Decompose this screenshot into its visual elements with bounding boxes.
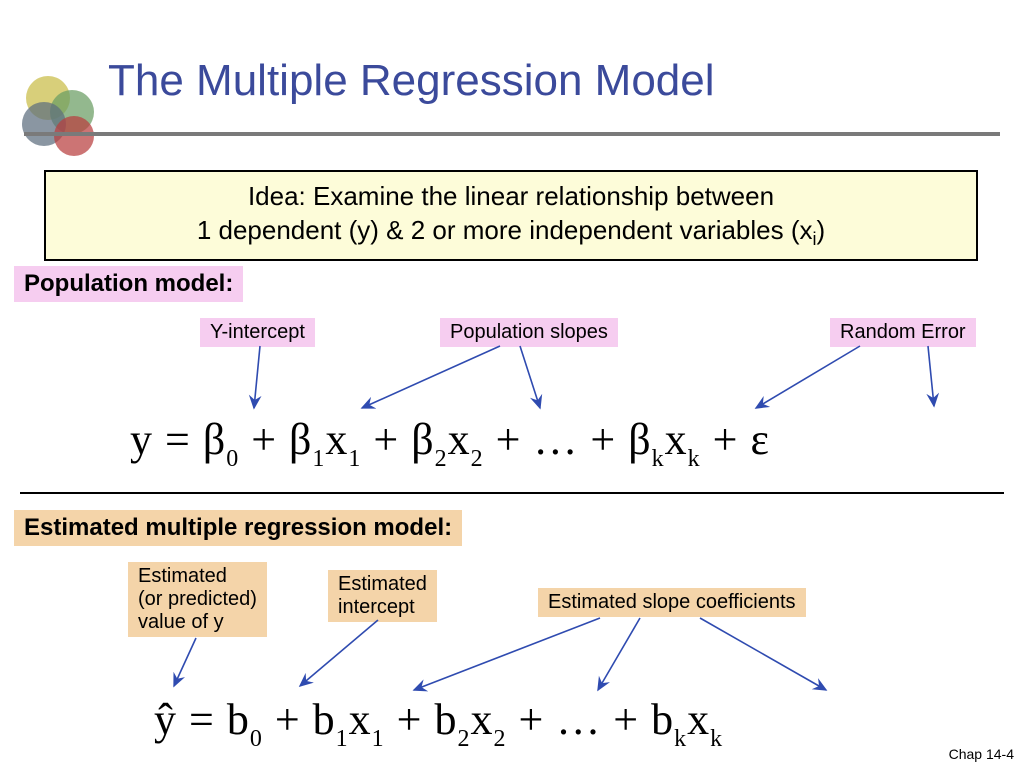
idea-line2: 1 dependent (y) & 2 or more independent … <box>58 214 964 252</box>
population-equation: y = β0 + β1x1 + β2x2 + … + βkxk + ε <box>130 414 770 471</box>
idea-box: Idea: Examine the linear relationship be… <box>44 170 978 261</box>
pop-eq-xk: x <box>665 415 688 464</box>
est-eq-x2: x <box>470 695 493 744</box>
tag-population-slopes: Population slopes <box>440 318 618 347</box>
est-eq-dots: + … + b <box>506 695 674 744</box>
logo-circles <box>20 80 110 160</box>
tag-yhat-l2: (or predicted) <box>138 588 257 610</box>
pop-eq-p2: + β <box>361 415 434 464</box>
tag-y-intercept: Y-intercept <box>200 318 315 347</box>
est-eq-xs1: 1 <box>372 726 385 752</box>
slide-title: The Multiple Regression Model <box>108 56 715 106</box>
pop-eq-s1: 1 <box>312 446 325 472</box>
title-underline <box>24 132 1000 136</box>
tag-random-error: Random Error <box>830 318 976 347</box>
idea-line1: Idea: Examine the linear relationship be… <box>58 180 964 214</box>
tag-estimated-slopes: Estimated slope coefficients <box>538 588 806 617</box>
tag-int-l1: Estimated <box>338 573 427 595</box>
pop-eq-xsk: k <box>688 446 701 472</box>
pop-eq-xs1: 1 <box>348 446 361 472</box>
pop-eq-xs2: 2 <box>471 446 484 472</box>
est-eq-xs2: 2 <box>493 726 506 752</box>
idea-line2-pre: 1 dependent (y) & 2 or more independent … <box>197 215 813 245</box>
section-divider <box>20 492 1004 494</box>
population-model-label: Population model: <box>14 266 243 302</box>
est-eq-sk: k <box>674 726 687 752</box>
pop-eq-x1: x <box>325 415 348 464</box>
pop-eq-dots: + … + β <box>484 415 652 464</box>
tag-yhat-l3: value of y <box>138 611 224 633</box>
pop-eq-p0: y = β <box>130 415 226 464</box>
est-eq-p0: ŷ = b <box>154 695 250 744</box>
est-eq-s1: 1 <box>336 726 349 752</box>
callout-arrows <box>0 0 1024 768</box>
est-eq-xk: x <box>687 695 710 744</box>
est-eq-p1: + b <box>263 695 336 744</box>
pop-eq-s0: 0 <box>226 446 239 472</box>
pop-eq-sk: k <box>652 446 665 472</box>
tag-estimated-intercept: Estimated intercept <box>328 570 437 622</box>
tag-estimated-yhat: Estimated (or predicted) value of y <box>128 562 267 637</box>
pop-eq-s2: 2 <box>435 446 448 472</box>
estimated-model-label: Estimated multiple regression model: <box>14 510 462 546</box>
pop-eq-p1: + β <box>239 415 312 464</box>
est-eq-xsk: k <box>710 726 723 752</box>
tag-yhat-l1: Estimated <box>138 565 227 587</box>
est-eq-p2: + b <box>385 695 458 744</box>
slide-footer: Chap 14-4 <box>949 746 1014 762</box>
est-eq-x1: x <box>349 695 372 744</box>
estimated-equation: ŷ = b0 + b1x1 + b2x2 + … + bkxk <box>154 694 723 751</box>
idea-line2-post: ) <box>817 215 826 245</box>
est-eq-s2: 2 <box>457 726 470 752</box>
pop-eq-x2: x <box>448 415 471 464</box>
pop-eq-pe: + ε <box>701 415 770 464</box>
tag-int-l2: intercept <box>338 596 415 618</box>
est-eq-s0: 0 <box>250 726 263 752</box>
logo-circle-4 <box>54 116 94 156</box>
